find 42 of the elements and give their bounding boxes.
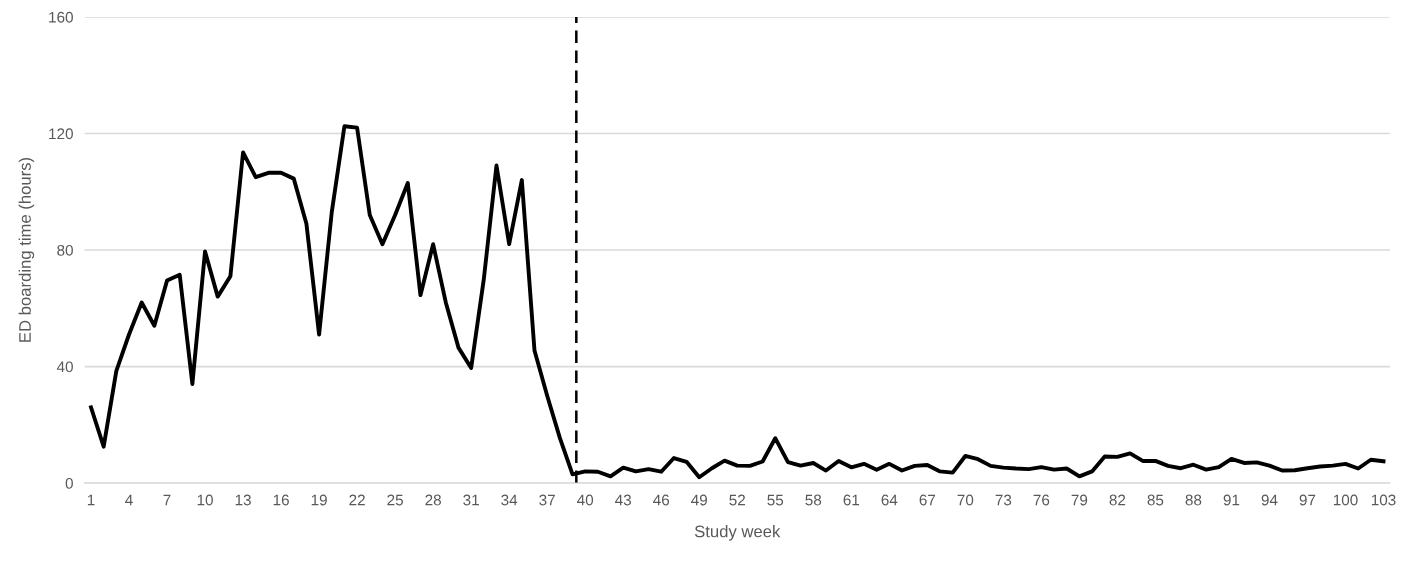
x-tick-label: 55 <box>767 494 784 506</box>
x-tick-label: 34 <box>501 494 518 506</box>
x-tick-label: 43 <box>615 494 632 506</box>
x-tick-label: 61 <box>843 494 860 506</box>
x-tick-label: 73 <box>995 494 1012 506</box>
x-tick-label: 22 <box>349 494 365 506</box>
y-tick-label: 160 <box>49 11 73 23</box>
x-tick-label: 49 <box>691 494 708 506</box>
x-tick-label: 85 <box>1147 494 1164 506</box>
x-tick-label: 79 <box>1071 494 1088 506</box>
x-tick-label: 82 <box>1109 494 1126 506</box>
x-tick-label: 103 <box>1371 494 1396 506</box>
x-tick-label: 46 <box>653 494 670 506</box>
x-tick-label: 70 <box>957 494 974 506</box>
x-tick-label: 67 <box>919 494 936 506</box>
y-tick-label: 80 <box>57 244 73 256</box>
x-tick-label: 52 <box>729 494 745 506</box>
x-tick-label: 94 <box>1261 494 1278 506</box>
x-axis-title: Study week <box>694 525 781 541</box>
x-tick-label: 28 <box>425 494 441 506</box>
x-tick-label: 76 <box>1033 494 1050 506</box>
x-tick-label: 7 <box>163 494 171 506</box>
x-tick-label: 25 <box>387 494 403 506</box>
x-tick-label: 91 <box>1223 494 1240 506</box>
y-tick-label: 0 <box>65 477 73 489</box>
x-tick-label: 19 <box>311 494 327 506</box>
x-tick-label: 58 <box>805 494 822 506</box>
x-tick-label: 37 <box>539 494 555 506</box>
x-tick-label: 1 <box>87 494 95 506</box>
y-axis-title: ED boarding time (hours) <box>18 157 35 342</box>
y-tick-label: 120 <box>49 128 73 140</box>
x-tick-label: 88 <box>1185 494 1202 506</box>
x-tick-label: 10 <box>197 494 213 506</box>
y-tick-label: 40 <box>56 361 73 373</box>
x-tick-label: 31 <box>463 494 479 506</box>
x-tick-label: 4 <box>125 494 133 506</box>
x-tick-label: 64 <box>881 494 898 506</box>
x-tick-label: 97 <box>1299 494 1316 506</box>
x-tick-label: 40 <box>577 494 594 506</box>
x-tick-label: 100 <box>1333 494 1358 506</box>
x-tick-label: 13 <box>235 494 251 506</box>
x-tick-label: 16 <box>273 494 289 506</box>
